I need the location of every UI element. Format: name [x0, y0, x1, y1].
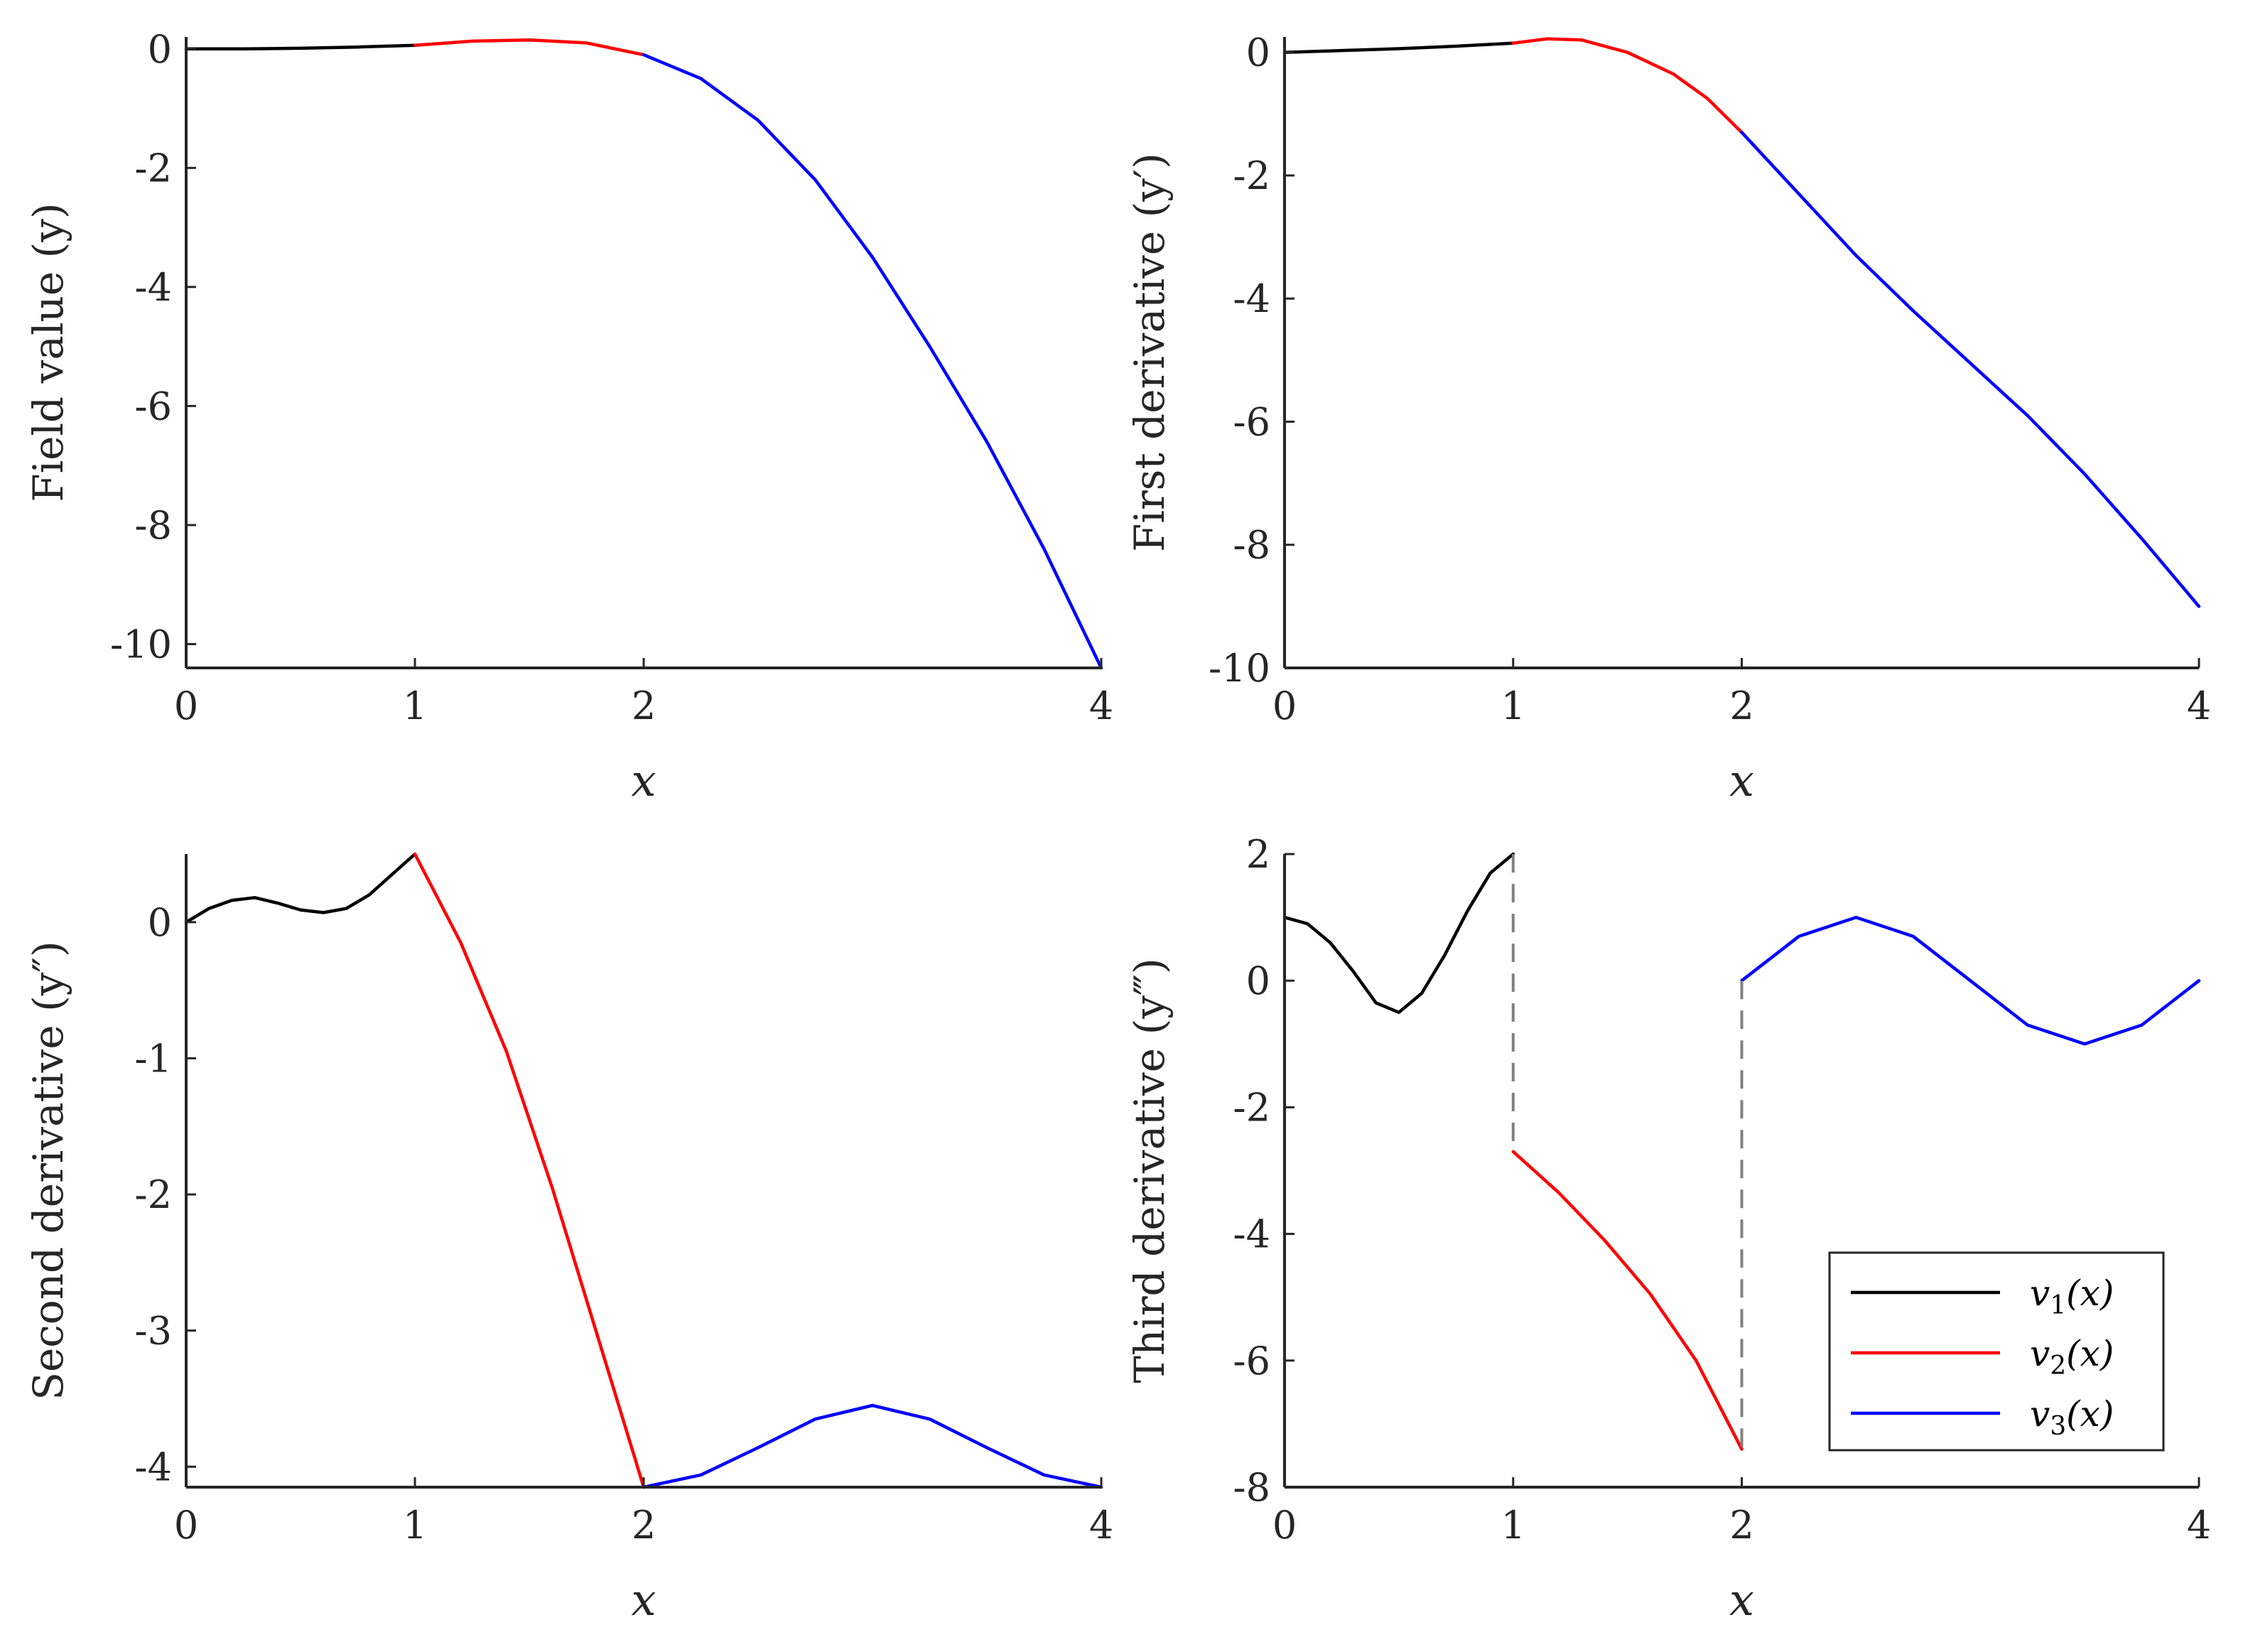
y-tick-label: 0 — [1246, 959, 1270, 1003]
y-tick-label: -2 — [134, 1172, 172, 1217]
x-tick-label: 1 — [1501, 1503, 1525, 1548]
x-tick-label: 4 — [1089, 1503, 1113, 1548]
legend-label: v3(x) — [2030, 1393, 2114, 1441]
series-line-v2-x — [413, 38, 646, 57]
y-tick-label: -8 — [1233, 1465, 1270, 1510]
legend: v1(x) v2(x) v3(x) — [1828, 1251, 2165, 1452]
y-tick-label: 0 — [148, 27, 172, 72]
y-tick-label: -10 — [1209, 646, 1270, 691]
y-tick-label: -4 — [1233, 1212, 1270, 1257]
y-tick-label: -4 — [1233, 276, 1270, 321]
series-line-v1-x — [184, 43, 417, 51]
y-tick-label: -3 — [134, 1309, 172, 1354]
legend-label: v2(x) — [2030, 1333, 2114, 1381]
series-line-v2-x — [1511, 37, 1744, 134]
panel-second-derivative: 0 1 2 4 0 -1 -2 -3 -4 x Second derivative (y″) — [24, 852, 1113, 1626]
legend-entry: v3(x) — [1851, 1393, 2114, 1441]
y-tick-label: 2 — [1246, 832, 1270, 877]
x-tick-label: 2 — [632, 684, 656, 728]
series-line-v2-x — [413, 852, 646, 1489]
y-tick-label: 0 — [148, 900, 172, 945]
panel-first-derivative: 0 1 2 4 0 -2 -4 -6 -8 -10 x First derivative (y′) — [1125, 31, 2211, 806]
y-tick-label: -4 — [134, 1445, 172, 1489]
x-tick-label: 1 — [403, 684, 427, 728]
x-tick-label: 0 — [174, 1503, 198, 1548]
y-tick-label: -6 — [134, 384, 172, 428]
y-tick-label: -2 — [1233, 153, 1270, 198]
series-line-v2-x — [1511, 1150, 1744, 1451]
series-line-v1-x — [1282, 41, 1515, 54]
y-tick-label: -1 — [134, 1036, 172, 1081]
legend-entry: v2(x) — [1851, 1333, 2114, 1381]
x-tick-label: 4 — [2187, 684, 2211, 728]
x-tick-label: 1 — [403, 1503, 427, 1548]
y-tick-label: -6 — [1233, 1339, 1270, 1383]
y-tick-label: -10 — [110, 622, 172, 666]
panel-field-value: 0 1 2 4 0 -2 -4 -6 -8 -10 x Field value (y) — [24, 27, 1113, 806]
x-tick-label: 0 — [1272, 684, 1297, 728]
x-tick-label: 4 — [1089, 684, 1113, 728]
y-axis-label: Field value (y) — [24, 203, 72, 502]
y-tick-label: -8 — [1233, 523, 1270, 568]
x-axis-label: x — [632, 755, 656, 806]
x-axis-label: x — [1729, 755, 1754, 806]
y-tick-label: -2 — [1233, 1085, 1270, 1130]
y-axis-label: Third derivative (y‴) — [1125, 958, 1174, 1383]
y-tick-label: -2 — [134, 146, 172, 190]
x-tick-label: 2 — [1729, 1503, 1753, 1548]
y-tick-label: -4 — [134, 265, 172, 310]
x-tick-label: 1 — [1501, 684, 1525, 728]
legend-label: v1(x) — [2030, 1273, 2114, 1320]
x-tick-label: 0 — [174, 684, 198, 728]
x-tick-label: 2 — [632, 1503, 656, 1548]
y-axis-label: Second derivative (y″) — [24, 941, 72, 1400]
y-axis-label: First derivative (y′) — [1125, 153, 1174, 552]
series-line-v1-x — [184, 852, 417, 924]
x-tick-label: 4 — [2187, 1503, 2211, 1548]
y-tick-label: -6 — [1233, 399, 1270, 444]
y-tick-label: -8 — [134, 503, 172, 548]
x-axis-label: x — [632, 1574, 656, 1626]
x-tick-label: 2 — [1729, 684, 1753, 728]
x-axis-label: x — [1729, 1574, 1754, 1626]
series-line-v1-x — [1282, 852, 1515, 1015]
y-tick-label: 0 — [1246, 31, 1270, 75]
series-line-v3-x — [642, 1403, 1103, 1489]
legend-entry: v1(x) — [1851, 1273, 2114, 1320]
x-tick-label: 0 — [1272, 1503, 1297, 1548]
series-line-v3-x — [1740, 131, 2201, 608]
series-line-v3-x — [642, 53, 1103, 670]
panel-third-derivative: 0 1 2 4 2 0 -2 -4 -6 -8 x Third derivative (y‴) — [1125, 832, 2211, 1626]
series-line-v3-x — [1740, 915, 2201, 1046]
